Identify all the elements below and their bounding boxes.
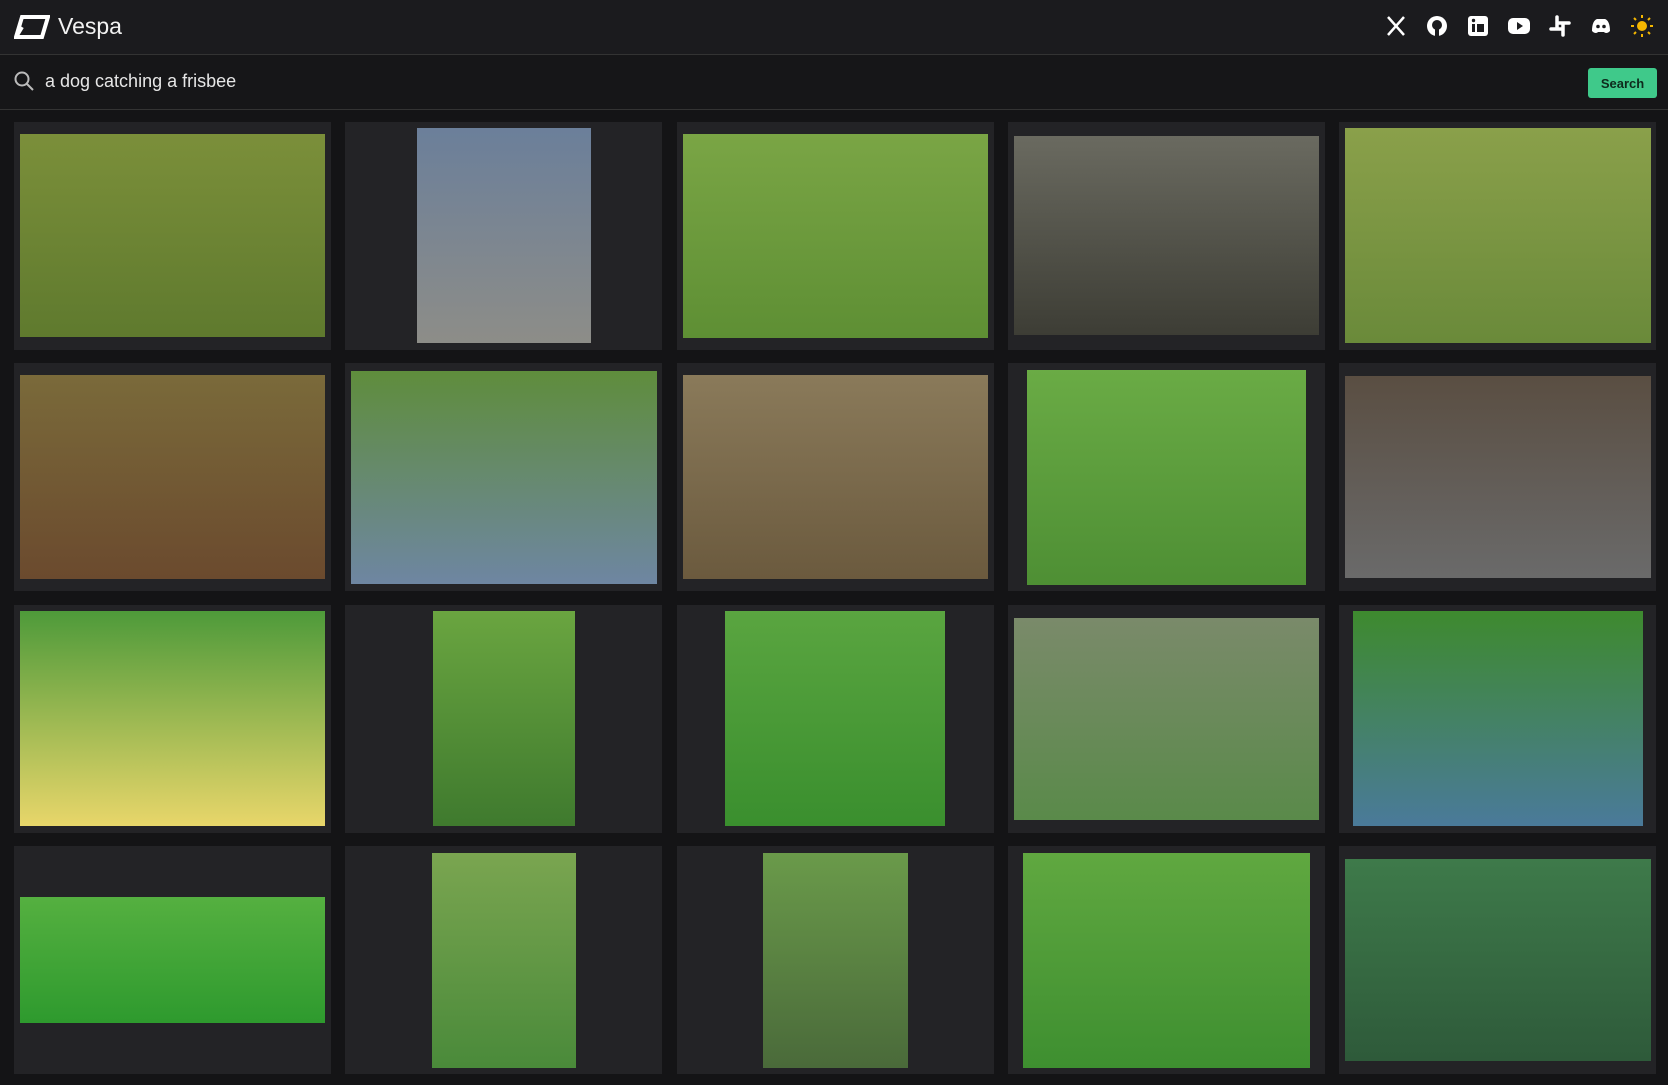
result-image bbox=[682, 133, 988, 338]
result-image bbox=[1352, 611, 1644, 827]
result-card[interactable] bbox=[1008, 846, 1326, 1075]
result-card[interactable] bbox=[1008, 122, 1326, 350]
result-card[interactable] bbox=[1339, 363, 1657, 592]
search-button[interactable]: Search bbox=[1588, 68, 1657, 98]
result-card[interactable] bbox=[1008, 604, 1326, 833]
result-image bbox=[351, 370, 657, 584]
result-image bbox=[1345, 128, 1651, 344]
youtube-icon[interactable] bbox=[1507, 14, 1531, 38]
x-icon[interactable] bbox=[1384, 14, 1408, 38]
result-image bbox=[432, 611, 576, 827]
result-image bbox=[762, 852, 908, 1068]
result-image bbox=[725, 611, 946, 827]
search-icon bbox=[14, 71, 34, 91]
result-image bbox=[431, 852, 577, 1068]
header: Vespa bbox=[0, 0, 1668, 55]
result-image bbox=[19, 134, 326, 338]
search-bar: a dog catching a frisbee Search bbox=[0, 55, 1668, 110]
result-image bbox=[1345, 859, 1651, 1062]
social-icons bbox=[1384, 14, 1654, 38]
result-card[interactable] bbox=[14, 122, 331, 350]
theme-toggle[interactable] bbox=[1630, 14, 1654, 38]
result-card[interactable] bbox=[14, 363, 331, 592]
image-grid bbox=[14, 122, 1659, 1082]
result-image bbox=[1023, 852, 1311, 1068]
slack-icon[interactable] bbox=[1548, 14, 1572, 38]
result-image bbox=[682, 375, 988, 580]
result-image bbox=[416, 128, 592, 344]
result-card[interactable] bbox=[1339, 846, 1657, 1075]
result-image bbox=[19, 897, 326, 1023]
result-card[interactable] bbox=[345, 846, 663, 1075]
result-image bbox=[1026, 369, 1307, 585]
result-card[interactable] bbox=[1008, 363, 1326, 592]
result-card[interactable] bbox=[345, 363, 663, 592]
result-card[interactable] bbox=[676, 122, 994, 350]
discord-icon[interactable] bbox=[1589, 14, 1613, 38]
linkedin-icon[interactable] bbox=[1466, 14, 1490, 38]
result-image bbox=[1013, 136, 1320, 336]
result-card[interactable] bbox=[14, 846, 331, 1075]
brand[interactable]: Vespa bbox=[58, 13, 122, 39]
result-card[interactable] bbox=[1339, 604, 1657, 833]
github-icon[interactable] bbox=[1425, 14, 1449, 38]
result-card[interactable] bbox=[345, 122, 663, 350]
result-card[interactable] bbox=[14, 604, 331, 833]
result-card[interactable] bbox=[676, 363, 994, 592]
result-card[interactable] bbox=[676, 604, 994, 833]
result-image bbox=[1345, 376, 1651, 579]
logo[interactable] bbox=[14, 14, 50, 40]
result-image bbox=[19, 375, 326, 580]
result-card[interactable] bbox=[345, 604, 663, 833]
result-image bbox=[19, 611, 326, 827]
result-card[interactable] bbox=[1339, 122, 1657, 350]
result-card[interactable] bbox=[676, 846, 994, 1075]
search-input[interactable]: a dog catching a frisbee bbox=[45, 71, 237, 91]
result-image bbox=[1013, 617, 1320, 820]
